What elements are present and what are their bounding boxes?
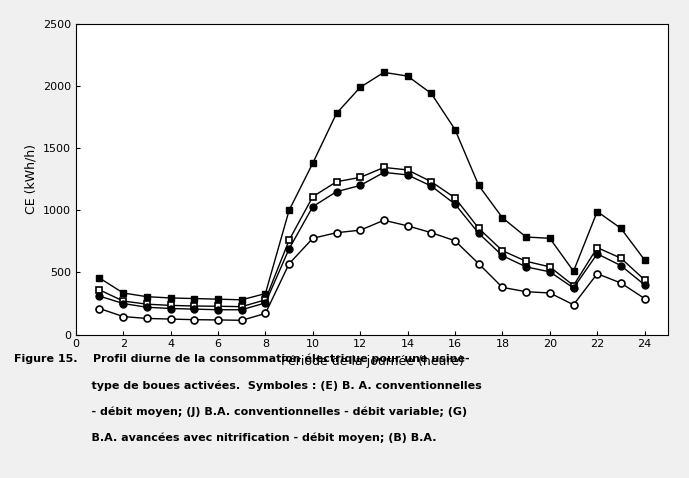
Text: Figure 15.    Profil diurne de la consommation électrique pour une usine-: Figure 15. Profil diurne de la consommat… [14,354,469,364]
Text: type de boues activées.  Symboles : (E) B. A. conventionnelles: type de boues activées. Symboles : (E) B… [14,380,482,391]
Text: B.A. avancées avec nitrification - débit moyen; (B) B.A.: B.A. avancées avec nitrification - débit… [14,433,436,443]
Text: - débit moyen; (J) B.A. conventionnelles - débit variable; (G): - débit moyen; (J) B.A. conventionnelles… [14,406,467,417]
X-axis label: Période de la journée (heure): Période de la journée (heure) [280,355,464,368]
Y-axis label: CE (kWh/h): CE (kWh/h) [24,144,37,214]
